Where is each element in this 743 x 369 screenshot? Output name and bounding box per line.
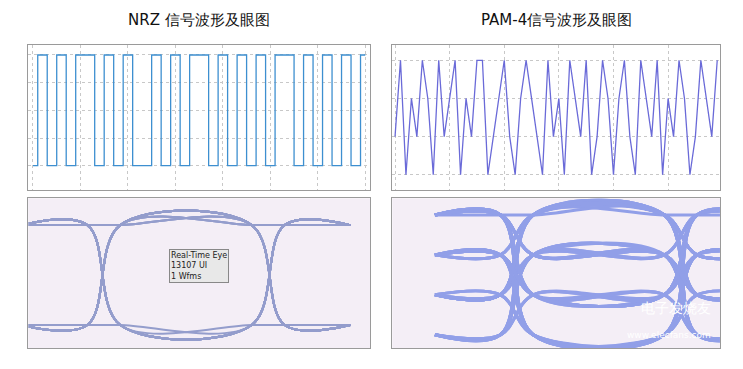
- svg-text:PAM-4信号波形及眼图: PAM-4信号波形及眼图: [481, 11, 632, 29]
- svg-text:www.elecfans.com: www.elecfans.com: [627, 330, 711, 340]
- svg-text:电子发烧友: 电子发烧友: [641, 300, 711, 316]
- svg-text:NRZ 信号波形及眼图: NRZ 信号波形及眼图: [128, 11, 270, 29]
- svg-text:Real-Time Eye13107 UI1 Wfms: Real-Time Eye13107 UI1 Wfms: [171, 251, 227, 281]
